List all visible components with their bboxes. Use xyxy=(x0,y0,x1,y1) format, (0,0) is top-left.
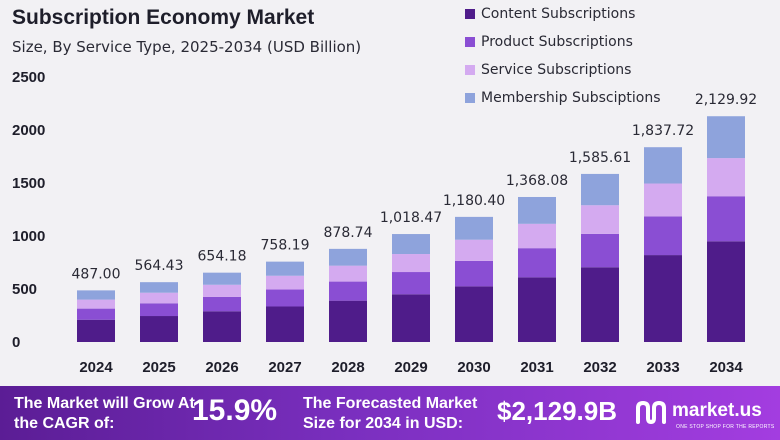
footer-banner: The Market will Grow At the CAGR of: 15.… xyxy=(0,386,780,440)
total-label: 1,368.08 xyxy=(506,173,568,189)
legend-item-product: Product Subscriptions xyxy=(465,28,661,56)
bar-segment xyxy=(707,158,745,197)
y-tick-label: 1500 xyxy=(12,175,45,192)
bar-segment xyxy=(140,303,178,317)
stacked-bar-chart: 0 500 1000 1500 2000 2500 487.00 2024 564.43 2025… xyxy=(12,69,757,376)
bar-segment xyxy=(581,267,619,342)
bar-segment xyxy=(581,233,619,268)
legend-label-product: Product Subscriptions xyxy=(481,34,633,50)
bar-segment xyxy=(77,299,115,309)
bar-segment xyxy=(581,173,619,206)
market-us-logo-icon xyxy=(636,401,666,424)
bar-segment xyxy=(644,147,682,184)
bar-segment xyxy=(455,239,493,261)
legend-label-service: Service Subscriptions xyxy=(481,62,632,78)
y-tick-label: 500 xyxy=(12,281,37,298)
brand-tagline: ONE STOP SHOP FOR THE REPORTS xyxy=(676,424,775,430)
brand-name: market.us xyxy=(672,400,762,421)
bar-segment xyxy=(581,205,619,234)
bar-segment xyxy=(329,300,367,342)
x-tick-label: 2024 xyxy=(79,359,113,376)
bar-segment xyxy=(392,234,430,255)
bar-segment xyxy=(77,290,115,300)
bar-segment xyxy=(518,277,556,342)
cagr-label: The Market will Grow At the CAGR of: xyxy=(14,395,195,432)
total-label: 1,585.61 xyxy=(569,150,631,166)
legend-item-service: Service Subscriptions xyxy=(465,56,661,84)
x-tick-label: 2025 xyxy=(142,359,175,376)
x-tick-label: 2030 xyxy=(457,359,490,376)
legend-item-content: Content Subscriptions xyxy=(465,0,661,28)
total-label: 1,837.72 xyxy=(632,123,694,139)
bar-segment xyxy=(266,289,304,307)
bar-segment xyxy=(644,255,682,342)
legend: Content Subscriptions Product Subscripti… xyxy=(465,0,661,112)
total-label: 654.18 xyxy=(198,249,247,265)
x-tick-label: 2026 xyxy=(205,359,238,376)
y-tick-label: 0 xyxy=(12,334,20,351)
bar-segment xyxy=(77,308,115,320)
bar-segment xyxy=(392,254,430,273)
x-tick-label: 2029 xyxy=(394,359,427,376)
legend-label-content: Content Subscriptions xyxy=(481,6,636,22)
bar-segment xyxy=(518,223,556,249)
bar-segment xyxy=(203,272,241,285)
bar-segment xyxy=(329,248,367,266)
total-label: 2,129.92 xyxy=(695,92,757,108)
bar-segment xyxy=(644,183,682,217)
bar-segment xyxy=(140,292,178,304)
bar-segment xyxy=(707,116,745,159)
bar-segment xyxy=(455,260,493,287)
x-tick-label: 2032 xyxy=(583,359,616,376)
chart-subtitle: Size, By Service Type, 2025-2034 (USD Bi… xyxy=(12,38,362,56)
bar-segment xyxy=(329,281,367,301)
y-tick-label: 1000 xyxy=(12,228,45,245)
bar-segment xyxy=(455,286,493,342)
legend-swatch-product xyxy=(465,37,475,47)
bar-segment xyxy=(707,241,745,342)
legend-swatch-content xyxy=(465,9,475,19)
y-tick-label: 2500 xyxy=(12,69,45,86)
total-label: 878.74 xyxy=(324,225,373,241)
bar-segment xyxy=(266,261,304,276)
cagr-value: 15.9% xyxy=(192,394,278,427)
bar-segment xyxy=(266,275,304,290)
chart-title: Subscription Economy Market xyxy=(12,6,315,29)
x-tick-label: 2027 xyxy=(268,359,301,376)
x-tick-label: 2034 xyxy=(709,359,743,376)
legend-swatch-membership xyxy=(465,93,475,103)
bar-segment xyxy=(644,216,682,256)
bar-segment xyxy=(392,294,430,342)
bar-segment xyxy=(140,316,178,342)
legend-label-membership: Membership Subsciptions xyxy=(481,90,661,106)
y-tick-label: 2000 xyxy=(12,122,45,139)
bar-segment xyxy=(707,196,745,242)
x-tick-label: 2031 xyxy=(520,359,553,376)
legend-swatch-service xyxy=(465,65,475,75)
forecast-value: $2,129.9B xyxy=(497,396,617,426)
bar-segment xyxy=(203,311,241,342)
forecast-label: The Forecasted Market Size for 2034 in U… xyxy=(303,395,478,432)
bar-segment xyxy=(392,272,430,295)
x-tick-label: 2033 xyxy=(646,359,679,376)
bar-segment xyxy=(140,282,178,293)
legend-item-membership: Membership Subsciptions xyxy=(465,84,661,112)
bar-segment xyxy=(266,306,304,342)
total-label: 564.43 xyxy=(135,258,184,274)
total-label: 1,018.47 xyxy=(380,210,442,226)
total-label: 758.19 xyxy=(261,238,310,254)
bar-segment xyxy=(329,265,367,282)
bar-segment xyxy=(518,196,556,224)
total-label: 1,180.40 xyxy=(443,193,505,209)
bar-segment xyxy=(203,296,241,312)
bar-segment xyxy=(455,216,493,240)
x-tick-label: 2028 xyxy=(331,359,364,376)
total-label: 487.00 xyxy=(72,266,121,282)
bar-segment xyxy=(77,319,115,342)
bar-segment xyxy=(518,248,556,278)
bar-segment xyxy=(203,284,241,297)
